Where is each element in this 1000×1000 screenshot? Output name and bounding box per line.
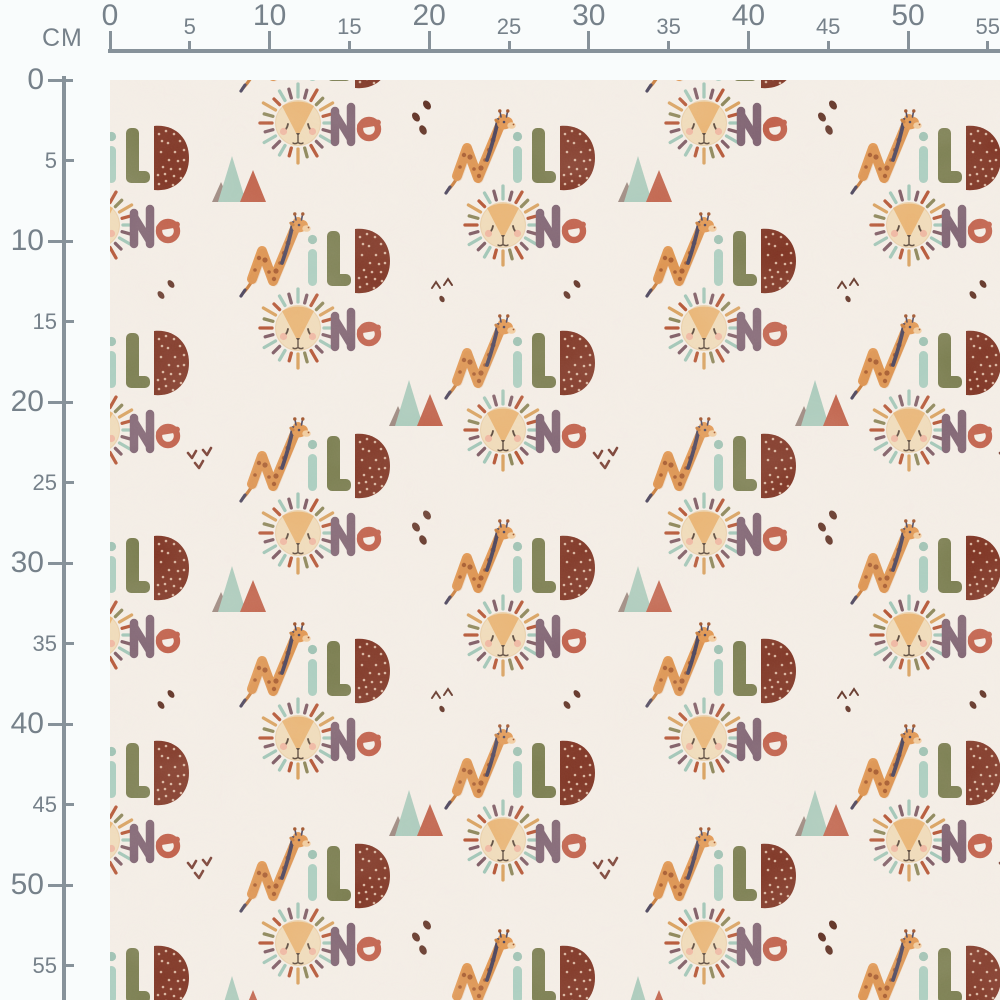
top-ruler-tick-5 — [188, 41, 192, 53]
left-ruler-label-25: 25 — [32, 469, 57, 495]
top-ruler-label-40: 40 — [731, 0, 766, 32]
top-ruler-label-15: 15 — [337, 14, 362, 39]
top-ruler-tick-45 — [826, 41, 830, 53]
top-ruler-label-20: 20 — [412, 0, 446, 32]
top-ruler-tick-35 — [667, 41, 671, 53]
left-ruler-tick-35 — [63, 642, 74, 645]
left-ruler-tick-15 — [63, 320, 74, 323]
top-ruler-label-50: 50 — [891, 0, 925, 32]
left-ruler-label-55: 55 — [32, 952, 57, 978]
left-ruler-tick-10 — [48, 239, 73, 243]
left-ruler-label-30: 30 — [10, 546, 44, 579]
left-ruler-tick-30 — [48, 561, 73, 565]
top-ruler-tick-0 — [108, 31, 112, 53]
left-ruler-tick-20 — [48, 400, 73, 404]
left-ruler-tick-55 — [63, 964, 74, 967]
left-ruler-tick-50 — [48, 883, 73, 887]
left-ruler-label-40: 40 — [10, 707, 44, 740]
top-ruler-label-30: 30 — [572, 0, 606, 32]
top-ruler-label-0: 0 — [101, 0, 119, 32]
left-ruler-label-0: 0 — [27, 63, 44, 96]
left-ruler-tick-5 — [63, 159, 74, 162]
left-ruler-label-35: 35 — [32, 630, 57, 656]
top-ruler-tick-30 — [587, 31, 591, 53]
top-ruler-tick-15 — [347, 41, 351, 53]
top-ruler-label-35: 35 — [656, 14, 681, 39]
top-ruler-tick-25 — [507, 41, 511, 53]
top-ruler-tick-55 — [986, 41, 990, 53]
left-ruler-tick-40 — [48, 722, 73, 726]
top-ruler-tick-50 — [906, 31, 910, 53]
left-ruler-label-15: 15 — [32, 308, 57, 334]
left-ruler-label-10: 10 — [10, 224, 44, 257]
left-ruler-tick-0 — [48, 78, 73, 82]
top-ruler-label-5: 5 — [183, 14, 196, 39]
left-ruler-label-50: 50 — [10, 868, 44, 901]
left-ruler-line — [62, 76, 66, 1000]
top-ruler-label-55: 55 — [975, 14, 1000, 39]
fabric-swatch: WiLD oNe — [110, 80, 1000, 1000]
paper-grain — [110, 80, 1000, 1000]
top-ruler-label-45: 45 — [815, 14, 841, 39]
pattern-svg — [110, 80, 1000, 1000]
top-ruler-tick-10 — [268, 31, 272, 53]
top-ruler-tick-20 — [427, 31, 431, 53]
left-ruler-label-5: 5 — [44, 147, 57, 173]
top-ruler-line — [108, 49, 1000, 53]
top-ruler-label-10: 10 — [252, 0, 287, 32]
ruler-unit-label: CM — [42, 24, 83, 52]
left-ruler-label-20: 20 — [10, 385, 44, 418]
top-ruler-label-25: 25 — [496, 14, 522, 39]
top-ruler-tick-40 — [746, 31, 750, 53]
left-ruler-label-45: 45 — [32, 791, 57, 817]
left-ruler-tick-45 — [63, 803, 74, 806]
left-ruler-tick-25 — [63, 481, 74, 484]
